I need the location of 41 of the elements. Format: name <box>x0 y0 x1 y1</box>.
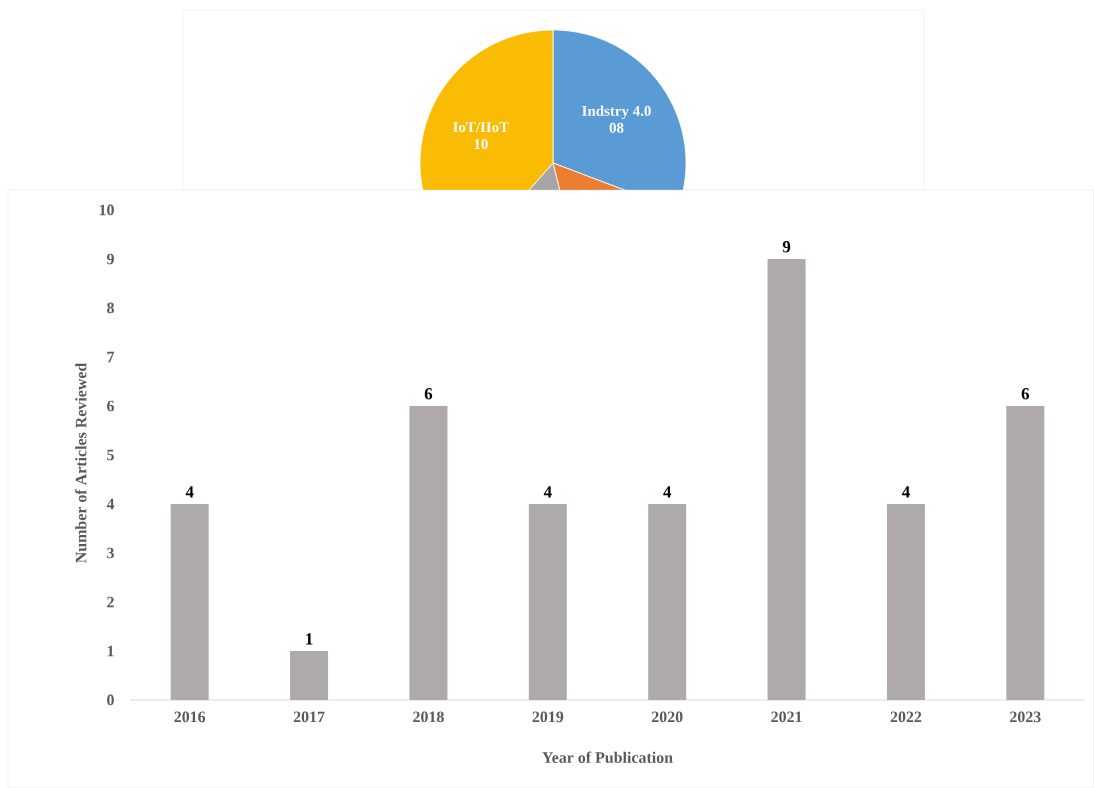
x-tick-label: 2023 <box>1010 711 1041 723</box>
data-label: 4 <box>663 486 672 498</box>
data-label: 6 <box>1021 388 1030 400</box>
bar <box>170 503 209 700</box>
x-tick-label: 2016 <box>174 711 206 723</box>
data-label: 9 <box>782 241 791 253</box>
y-tick-label: 0 <box>107 694 114 706</box>
x-tick-label: 2017 <box>293 711 325 723</box>
x-tick-label: 2020 <box>651 711 683 723</box>
bar <box>409 405 448 700</box>
y-tick-label: 3 <box>107 547 114 559</box>
y-tick-label: 8 <box>107 302 114 314</box>
data-label: 08 <box>609 122 624 133</box>
bar <box>1006 405 1045 700</box>
data-label: 10 <box>474 139 488 150</box>
y-tick-label: 4 <box>106 498 115 510</box>
bar <box>886 503 925 700</box>
x-tick-label: 2018 <box>413 711 444 723</box>
y-tick-label: 7 <box>107 351 115 363</box>
slice-label: Indstry 4.0 <box>582 105 651 120</box>
data-label: 1 <box>306 633 313 645</box>
y-tick-label: 1 <box>107 645 114 657</box>
bar <box>290 650 329 700</box>
x-axis-title: Year of Publication <box>542 751 673 763</box>
y-tick-label: 6 <box>107 400 115 412</box>
data-label: 4 <box>543 486 552 498</box>
slice-label: IoT/IIoT <box>453 122 509 133</box>
data-label: 6 <box>424 388 433 400</box>
y-tick-label: 10 <box>99 204 114 216</box>
y-tick-label: 5 <box>107 449 114 461</box>
x-tick-label: 2022 <box>890 711 922 723</box>
data-label: 4 <box>901 486 910 498</box>
bar <box>767 258 806 700</box>
bar <box>648 503 687 700</box>
bar <box>528 503 567 700</box>
y-tick-label: 2 <box>107 596 114 608</box>
data-label: 4 <box>185 486 194 498</box>
x-tick-label: 2021 <box>771 711 802 723</box>
y-tick-label: 9 <box>106 253 114 265</box>
x-tick-label: 2019 <box>532 711 564 723</box>
y-axis-title: Number of Articles Reviewed <box>75 362 87 563</box>
